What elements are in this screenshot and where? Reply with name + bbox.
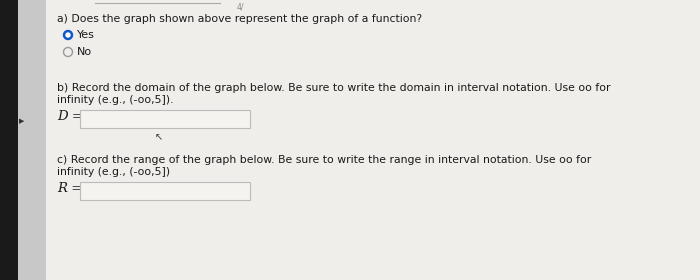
Text: No: No xyxy=(77,47,92,57)
Bar xyxy=(18,0,46,280)
Text: b) Record the domain of the graph below. Be sure to write the domain in interval: b) Record the domain of the graph below.… xyxy=(57,83,610,93)
FancyBboxPatch shape xyxy=(80,182,250,200)
Circle shape xyxy=(66,33,70,37)
Bar xyxy=(0,0,18,280)
Circle shape xyxy=(64,31,73,39)
Text: D =: D = xyxy=(57,110,83,123)
Text: c) Record the range of the graph below. Be sure to write the range in interval n: c) Record the range of the graph below. … xyxy=(57,155,592,165)
Text: 4/: 4/ xyxy=(237,2,244,11)
Text: a) Does the graph shown above represent the graph of a function?: a) Does the graph shown above represent … xyxy=(57,14,422,24)
Text: ↖: ↖ xyxy=(155,132,163,142)
Text: ▶: ▶ xyxy=(19,118,24,124)
Text: Yes: Yes xyxy=(77,30,95,40)
Text: infinity (e.g., (-oo,5]): infinity (e.g., (-oo,5]) xyxy=(57,167,170,177)
Text: R =: R = xyxy=(57,182,83,195)
FancyBboxPatch shape xyxy=(80,110,250,128)
Text: infinity (e.g., (-oo,5]).: infinity (e.g., (-oo,5]). xyxy=(57,95,174,105)
